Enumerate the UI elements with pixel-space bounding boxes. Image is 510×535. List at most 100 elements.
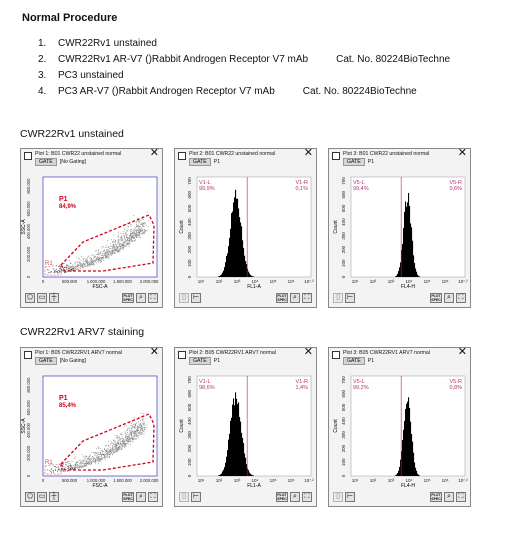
event-point — [132, 425, 133, 427]
select-checkbox[interactable] — [332, 351, 340, 359]
polygon-gate-icon[interactable]: ⬠ — [25, 492, 35, 502]
range-gate-icon[interactable]: ⊢ — [191, 492, 201, 502]
gate-button[interactable]: GATE — [189, 357, 211, 365]
zoom-icon[interactable]: ⌕ — [290, 293, 300, 303]
event-point — [115, 446, 117, 448]
event-point — [122, 440, 123, 441]
plot-spec-button[interactable]: PLOT SPEC — [276, 293, 288, 303]
zoom-icon[interactable]: ⌕ — [136, 492, 146, 502]
event-point — [70, 464, 71, 466]
gate-button[interactable]: GATE — [343, 158, 365, 166]
close-icon[interactable]: ✕ — [457, 346, 467, 358]
histogram-bar — [409, 205, 411, 277]
rectangle-gate-icon[interactable]: ▭ — [37, 293, 47, 303]
split-gate-icon[interactable]: ▯ — [333, 492, 343, 502]
split-gate-icon[interactable]: ▯ — [333, 293, 343, 303]
item-number: 3. — [38, 70, 47, 81]
close-icon[interactable]: ✕ — [149, 346, 159, 358]
fit-view-icon[interactable]: ⛶ — [148, 293, 158, 303]
gate-button[interactable]: GATE — [343, 357, 365, 365]
event-point — [138, 221, 140, 222]
event-point — [101, 254, 102, 256]
event-point — [85, 461, 87, 463]
close-icon[interactable]: ✕ — [457, 147, 467, 159]
plot-spec-button[interactable]: PLOT SPEC — [122, 293, 134, 303]
fit-view-icon[interactable]: ⛶ — [148, 492, 158, 502]
event-point — [132, 233, 133, 235]
close-icon[interactable]: ✕ — [149, 147, 159, 159]
event-point — [87, 262, 89, 264]
event-point — [128, 240, 129, 241]
event-point — [67, 461, 69, 463]
event-point — [139, 433, 141, 435]
event-point — [116, 449, 118, 450]
plot-toolbar: ▯ ⊢ PLOT SPEC ⌕ ⛶ — [333, 491, 468, 502]
gate-button[interactable]: GATE — [189, 158, 211, 166]
event-point — [104, 455, 105, 457]
event-point — [82, 465, 83, 467]
event-point — [124, 425, 125, 427]
range-gate-icon[interactable]: ⊢ — [345, 492, 355, 502]
range-gate-icon[interactable]: ⊢ — [345, 293, 355, 303]
fit-view-icon[interactable]: ⛶ — [302, 293, 312, 303]
y-tick-label: 200.000 — [26, 445, 31, 461]
plot-spec-button[interactable]: PLOT SPEC — [430, 492, 442, 502]
close-icon[interactable]: ✕ — [303, 147, 313, 159]
event-point — [140, 427, 142, 429]
event-point — [138, 237, 140, 238]
plot-spec-button[interactable]: PLOT SPEC — [430, 293, 442, 303]
event-point — [142, 219, 144, 220]
select-checkbox[interactable] — [178, 351, 186, 359]
event-point — [110, 251, 112, 252]
event-point — [100, 259, 101, 261]
select-checkbox[interactable] — [24, 351, 32, 359]
rectangle-gate-icon[interactable]: ▭ — [37, 492, 47, 502]
event-point — [118, 449, 120, 450]
histogram-bar — [231, 417, 233, 476]
zoom-icon[interactable]: ⌕ — [444, 293, 454, 303]
event-point — [137, 235, 139, 237]
histogram-bar — [229, 237, 231, 277]
fit-view-icon[interactable]: ⛶ — [456, 293, 466, 303]
event-point — [114, 249, 116, 251]
event-point — [146, 224, 147, 226]
event-point — [63, 462, 65, 464]
quadrant-gate-icon[interactable]: ┼ — [49, 492, 59, 502]
polygon-gate-icon[interactable]: ⬠ — [25, 293, 35, 303]
select-checkbox[interactable] — [332, 152, 340, 160]
y-tick-label: 500 — [187, 403, 192, 411]
gate-button[interactable]: GATE — [35, 357, 57, 365]
plot-spec-button[interactable]: PLOT SPEC — [122, 492, 134, 502]
plot-spec-button[interactable]: PLOT SPEC — [276, 492, 288, 502]
event-point — [110, 449, 112, 451]
event-point — [52, 471, 54, 473]
plot-toolbar: ▯ ⊢ PLOT SPEC ⌕ ⛶ — [179, 292, 314, 303]
close-icon[interactable]: ✕ — [303, 346, 313, 358]
fit-view-icon[interactable]: ⛶ — [302, 492, 312, 502]
event-point — [78, 265, 80, 266]
select-checkbox[interactable] — [178, 152, 186, 160]
select-checkbox[interactable] — [24, 152, 32, 160]
quadrant-gate-icon[interactable]: ┼ — [49, 293, 59, 303]
event-point — [102, 454, 104, 455]
zoom-icon[interactable]: ⌕ — [290, 492, 300, 502]
event-point — [101, 456, 103, 458]
event-point — [98, 456, 100, 457]
split-gate-icon[interactable]: ▯ — [179, 293, 189, 303]
event-point — [81, 266, 83, 268]
event-point — [61, 269, 63, 271]
histogram-bar — [251, 275, 253, 277]
event-point — [92, 254, 94, 256]
zoom-icon[interactable]: ⌕ — [136, 293, 146, 303]
range-gate-icon[interactable]: ⊢ — [191, 293, 201, 303]
event-point — [79, 262, 81, 263]
gate-button[interactable]: GATE — [35, 158, 57, 166]
fit-view-icon[interactable]: ⛶ — [456, 492, 466, 502]
split-gate-icon[interactable]: ▯ — [179, 492, 189, 502]
event-point — [117, 449, 119, 451]
event-point — [78, 467, 80, 469]
event-point — [128, 439, 129, 440]
zoom-icon[interactable]: ⌕ — [444, 492, 454, 502]
event-point — [102, 253, 104, 255]
event-point — [146, 424, 148, 426]
